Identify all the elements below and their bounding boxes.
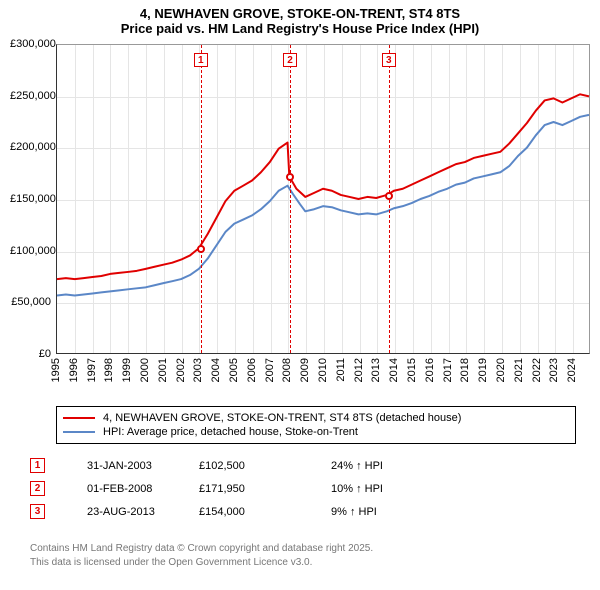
sale-price: £171,950	[199, 483, 319, 495]
legend: 4, NEWHAVEN GROVE, STOKE-ON-TRENT, ST4 8…	[56, 406, 576, 444]
y-tick-label: £250,000	[10, 90, 54, 102]
legend-label: HPI: Average price, detached house, Stok…	[103, 426, 358, 438]
sale-price: £154,000	[199, 506, 319, 518]
sale-marker-line	[201, 45, 202, 353]
x-tick-label: 2004	[210, 358, 222, 382]
legend-swatch	[63, 417, 95, 419]
footer: Contains HM Land Registry data © Crown c…	[30, 542, 580, 569]
x-tick-label: 1998	[103, 358, 115, 382]
sale-marker-dot	[286, 173, 294, 181]
sale-date: 23-AUG-2013	[57, 506, 187, 518]
title-line-2: Price paid vs. HM Land Registry's House …	[0, 21, 600, 36]
sale-row: 1 31-JAN-2003 £102,500 24% ↑ HPI	[30, 454, 570, 477]
sale-row: 2 01-FEB-2008 £171,950 10% ↑ HPI	[30, 477, 570, 500]
x-tick-label: 1995	[50, 358, 62, 382]
y-tick-label: £300,000	[10, 38, 54, 50]
x-tick-label: 2015	[406, 358, 418, 382]
plot-area: 1 2 3	[56, 44, 590, 354]
sale-marker-label: 3	[382, 53, 396, 67]
x-tick-label: 2020	[495, 358, 507, 382]
sale-delta: 24% ↑ HPI	[331, 460, 441, 472]
y-tick-label: £100,000	[10, 245, 54, 257]
x-tick-label: 2018	[459, 358, 471, 382]
x-tick-label: 1999	[121, 358, 133, 382]
sale-marker-dot	[385, 192, 393, 200]
x-tick-label: 2019	[477, 358, 489, 382]
sale-row: 3 23-AUG-2013 £154,000 9% ↑ HPI	[30, 500, 570, 523]
y-tick-label: £200,000	[10, 141, 54, 153]
x-tick-label: 2017	[442, 358, 454, 382]
footer-line-1: Contains HM Land Registry data © Crown c…	[30, 542, 580, 556]
legend-row: HPI: Average price, detached house, Stok…	[63, 425, 569, 439]
legend-label: 4, NEWHAVEN GROVE, STOKE-ON-TRENT, ST4 8…	[103, 412, 461, 424]
sale-marker-label: 2	[283, 53, 297, 67]
sale-delta: 9% ↑ HPI	[331, 506, 441, 518]
x-tick-label: 2010	[317, 358, 329, 382]
chart-container: £0 £50,000 £100,000 £150,000 £200,000 £250,00…	[10, 44, 590, 404]
x-tick-label: 2005	[228, 358, 240, 382]
x-tick-label: 2000	[139, 358, 151, 382]
y-tick-label: £150,000	[10, 193, 54, 205]
footer-line-2: This data is licensed under the Open Gov…	[30, 556, 580, 570]
sale-delta: 10% ↑ HPI	[331, 483, 441, 495]
x-tick-label: 2014	[388, 358, 400, 382]
sale-marker-box: 1	[30, 458, 45, 473]
x-tick-label: 2022	[531, 358, 543, 382]
sale-date: 31-JAN-2003	[57, 460, 187, 472]
x-tick-label: 2006	[246, 358, 258, 382]
title-line-1: 4, NEWHAVEN GROVE, STOKE-ON-TRENT, ST4 8…	[0, 6, 600, 21]
x-tick-label: 2001	[157, 358, 169, 382]
sale-marker-label: 1	[194, 53, 208, 67]
sales-table: 1 31-JAN-2003 £102,500 24% ↑ HPI 2 01-FE…	[30, 454, 570, 523]
plot-svg	[57, 45, 589, 353]
x-tick-label: 2011	[335, 358, 347, 382]
x-tick-label: 2012	[353, 358, 365, 382]
series-hpi	[57, 115, 589, 296]
x-tick-label: 2024	[566, 358, 578, 382]
x-tick-label: 2023	[548, 358, 560, 382]
x-tick-label: 2013	[370, 358, 382, 382]
x-tick-label: 2016	[424, 358, 436, 382]
sale-marker-box: 2	[30, 481, 45, 496]
x-tick-label: 2021	[513, 358, 525, 382]
sale-marker-box: 3	[30, 504, 45, 519]
x-tick-label: 1996	[68, 358, 80, 382]
x-tick-label: 2002	[175, 358, 187, 382]
legend-swatch	[63, 431, 95, 433]
x-tick-label: 2008	[281, 358, 293, 382]
series-price_paid	[57, 94, 589, 279]
legend-row: 4, NEWHAVEN GROVE, STOKE-ON-TRENT, ST4 8…	[63, 411, 569, 425]
sale-marker-dot	[197, 245, 205, 253]
chart-title-block: 4, NEWHAVEN GROVE, STOKE-ON-TRENT, ST4 8…	[0, 0, 600, 36]
sale-date: 01-FEB-2008	[57, 483, 187, 495]
x-tick-label: 2009	[299, 358, 311, 382]
x-tick-label: 2007	[264, 358, 276, 382]
y-tick-label: £0	[10, 348, 54, 360]
y-tick-label: £50,000	[10, 296, 54, 308]
sale-marker-line	[290, 45, 291, 353]
sale-price: £102,500	[199, 460, 319, 472]
x-tick-label: 2003	[192, 358, 204, 382]
x-tick-label: 1997	[86, 358, 98, 382]
